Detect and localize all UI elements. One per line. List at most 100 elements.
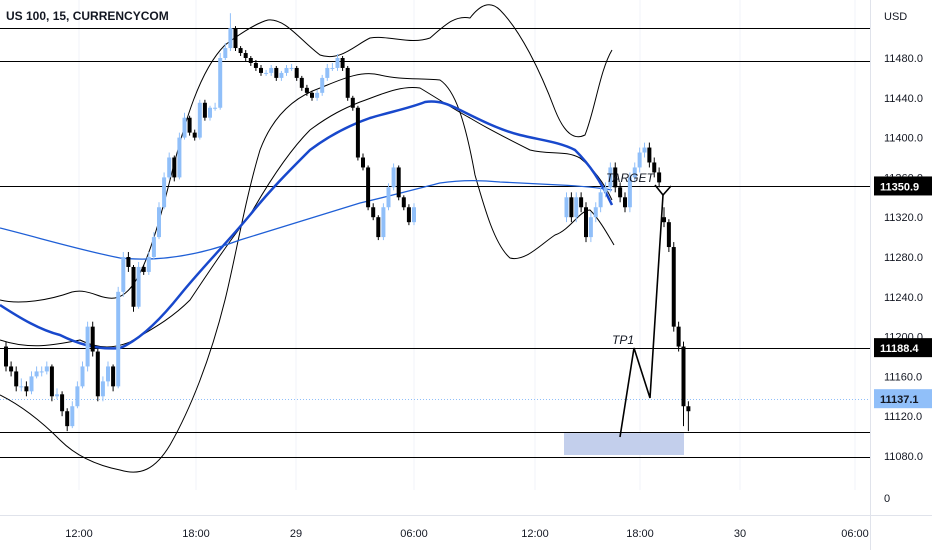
- candle-body: [637, 152, 642, 168]
- candle-body: [406, 207, 411, 223]
- symbol-title: US 100, 15, CURRENCYCOM: [6, 9, 169, 23]
- candle-body: [106, 366, 110, 382]
- candle-body: [44, 366, 49, 372]
- candle-body: [627, 177, 632, 208]
- candle-body: [284, 67, 289, 73]
- candle-body: [588, 217, 593, 238]
- candle-body: [157, 207, 161, 238]
- x-tick-label: 29: [290, 528, 302, 540]
- x-tick-label: 30: [734, 528, 746, 540]
- candle-body: [9, 366, 14, 372]
- candle-body: [141, 266, 146, 272]
- level-layer: [0, 28, 870, 458]
- candle-body: [355, 107, 360, 158]
- candle-body: [294, 67, 299, 78]
- candle-body: [330, 67, 335, 69]
- upper-band: [0, 4, 613, 303]
- grid-layer: [78, 0, 856, 490]
- candle-body: [228, 28, 233, 49]
- x-tick-label: 06:00: [841, 528, 869, 540]
- candle-body: [208, 107, 212, 118]
- ema-slow-line: [0, 179, 613, 260]
- candle-body: [386, 187, 391, 208]
- candle-body: [593, 207, 598, 218]
- tp1-price-badge-bg: [874, 338, 932, 358]
- candle-body: [70, 406, 75, 427]
- last-price-badge: 11137.1: [880, 394, 919, 406]
- projection-arrowhead: [654, 184, 672, 197]
- tp1-price-badge: 11188.4: [880, 343, 919, 355]
- candle-body: [315, 92, 320, 98]
- candle-body: [269, 67, 274, 73]
- x-tick-label: 18:00: [626, 528, 654, 540]
- candle-body: [603, 187, 608, 193]
- candle-body: [376, 217, 381, 238]
- candle-body: [65, 411, 70, 427]
- candle-body: [598, 192, 603, 208]
- candle-body: [569, 197, 574, 218]
- projection-path: [619, 194, 664, 438]
- band-layer: [0, 4, 615, 473]
- tp1-label: TP1: [612, 333, 634, 347]
- candle-body: [126, 257, 131, 267]
- candle-body: [335, 58, 340, 68]
- candle-body: [340, 58, 345, 68]
- candle-body: [686, 406, 691, 412]
- y-tick-label: 11240.0: [884, 292, 923, 304]
- candle-body: [136, 266, 141, 307]
- ema-fast-line: [0, 100, 614, 350]
- candle-body: [100, 381, 105, 397]
- candle-body: [642, 147, 647, 153]
- candle-body: [55, 394, 59, 397]
- candle-body: [213, 107, 218, 109]
- candle-body: [391, 167, 396, 188]
- candle-body: [162, 177, 167, 208]
- candle-body: [279, 72, 284, 78]
- candle-body: [320, 77, 325, 93]
- candle-body: [345, 67, 350, 98]
- lower-band: [0, 73, 615, 473]
- currency-label: USD: [884, 11, 907, 23]
- y-tick-label: 0: [884, 493, 890, 505]
- candle-body: [182, 117, 187, 138]
- candle-body: [90, 326, 95, 352]
- candle-body: [613, 167, 618, 188]
- candle-body: [4, 346, 8, 367]
- candle-body: [401, 197, 406, 208]
- candle-body: [111, 366, 116, 387]
- candle-body: [366, 167, 371, 208]
- candle-body: [632, 167, 637, 178]
- ema-layer: [0, 100, 614, 350]
- candle-body: [623, 197, 627, 208]
- candle-body: [325, 67, 330, 78]
- candle-body: [60, 394, 65, 412]
- candle-body: [14, 371, 19, 387]
- candle-body: [289, 67, 294, 69]
- y-tick-label: 11080.0: [884, 451, 923, 463]
- candle-body: [564, 197, 569, 218]
- y-tick-label: 11440.0: [884, 93, 923, 105]
- candle-body: [253, 62, 258, 68]
- candle-body: [274, 67, 279, 78]
- candle-body: [121, 257, 126, 292]
- candle-body: [657, 172, 662, 183]
- candle-body: [243, 53, 248, 58]
- target-label: TARGET: [606, 171, 655, 185]
- candle-body: [197, 102, 202, 138]
- candle-body: [662, 217, 666, 223]
- candle-body: [350, 97, 355, 108]
- target-zone: [564, 433, 684, 456]
- last-price-badge-bg: [874, 389, 932, 409]
- candle-body: [187, 117, 192, 133]
- candle-body: [681, 346, 686, 407]
- y-tick-label: 11400.0: [884, 133, 923, 145]
- candle-body: [202, 102, 207, 118]
- y-tick-label: 11280.0: [884, 252, 923, 264]
- candle-body: [172, 157, 177, 178]
- target-price-badge-bg: [874, 176, 932, 196]
- y-tick-label: 11320.0: [884, 212, 923, 224]
- candle-body: [146, 257, 151, 272]
- candle-body: [412, 207, 416, 223]
